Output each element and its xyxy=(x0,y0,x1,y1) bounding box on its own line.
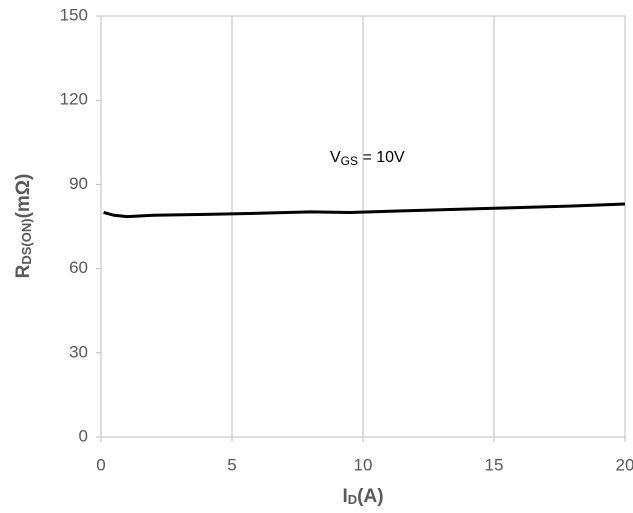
y-tick-label: 0 xyxy=(79,426,88,445)
y-title-rest: (mΩ) xyxy=(13,174,34,219)
x-tick-label: 10 xyxy=(354,455,373,474)
y-tick-label: 150 xyxy=(60,5,88,24)
y-title-sub: DS(ON) xyxy=(19,218,34,264)
x-tick-label: 15 xyxy=(485,455,504,474)
x-axis-title: ID(A) xyxy=(342,486,383,507)
series-line xyxy=(103,202,626,219)
note-rest: = 10V xyxy=(358,149,405,166)
note-sub: GS xyxy=(341,154,358,168)
x-tick-label: 20 xyxy=(616,455,633,474)
y-tick-label: 120 xyxy=(60,90,88,109)
y-tick-label: 60 xyxy=(69,258,88,277)
x-title-main: I xyxy=(342,486,347,507)
y-title-main: R xyxy=(13,264,34,278)
y-tick-label: 90 xyxy=(69,174,88,193)
y-tick-label: 30 xyxy=(69,342,88,361)
note-main: V xyxy=(330,149,341,166)
annotation: VGS = 10V xyxy=(330,149,405,168)
x-tick-label: 5 xyxy=(227,455,236,474)
x-tick-label: 0 xyxy=(96,455,105,474)
x-title-rest: (A) xyxy=(357,486,383,507)
x-title-sub: D xyxy=(348,492,357,507)
y-axis-title: RDS(ON)(mΩ) xyxy=(13,174,34,279)
